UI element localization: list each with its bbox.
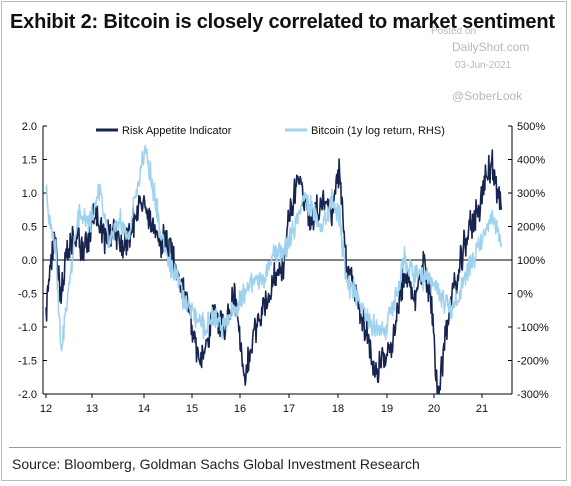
x-tick-label: 15 — [186, 403, 198, 415]
left-tick-label: -0.5 — [18, 289, 37, 301]
x-tick-label: 20 — [428, 403, 440, 415]
x-tick-label: 18 — [332, 403, 344, 415]
x-tick-label: 13 — [86, 403, 98, 415]
footer-rule — [9, 447, 561, 448]
watermark-posted-on: Posted on — [431, 26, 477, 37]
series-line-risk-appetite — [45, 149, 503, 395]
watermark-handle: @SoberLook — [452, 89, 523, 103]
source-note: Source: Bloomberg, Goldman Sachs Global … — [12, 456, 420, 472]
left-tick-label: 2.0 — [22, 121, 37, 133]
x-tick-label: 14 — [138, 403, 150, 415]
right-tick-label: 200% — [517, 222, 545, 234]
left-tick-label: -1.0 — [18, 322, 37, 334]
right-tick-label: -100% — [517, 322, 549, 334]
legend-label: Risk Appetite Indicator — [122, 125, 232, 137]
right-tick-label: 0% — [517, 289, 533, 301]
left-tick-label: -1.5 — [18, 356, 37, 368]
x-tick-label: 19 — [381, 403, 393, 415]
series-line-bitcoin — [45, 144, 503, 352]
watermark-site: DailyShot.com — [452, 40, 530, 54]
right-tick-label: 400% — [517, 155, 545, 167]
chart-frame — [1, 1, 567, 481]
left-tick-label: 0.0 — [22, 255, 37, 267]
left-tick-label: 0.5 — [22, 222, 37, 234]
left-tick-label: -2.0 — [18, 389, 37, 401]
x-tick-label: 21 — [476, 403, 488, 415]
right-tick-label: -200% — [517, 356, 549, 368]
x-tick-label: 16 — [234, 403, 246, 415]
watermark-date: 03-Jun-2021 — [455, 60, 512, 71]
left-tick-label: 1.0 — [22, 188, 37, 200]
right-tick-label: -300% — [517, 389, 549, 401]
x-tick-label: 12 — [40, 403, 52, 415]
legend-label: Bitcoin (1y log return, RHS) — [311, 125, 445, 137]
series-layer — [45, 144, 503, 395]
chart-title: Exhibit 2: Bitcoin is closely correlated… — [10, 11, 555, 33]
left-tick-label: 1.5 — [22, 155, 37, 167]
right-tick-label: 300% — [517, 188, 545, 200]
x-tick-label: 17 — [283, 403, 295, 415]
right-tick-label: 500% — [517, 121, 545, 133]
right-tick-label: 100% — [517, 255, 545, 267]
legend-layer: Risk Appetite Indicator Bitcoin (1y log r… — [96, 125, 445, 137]
